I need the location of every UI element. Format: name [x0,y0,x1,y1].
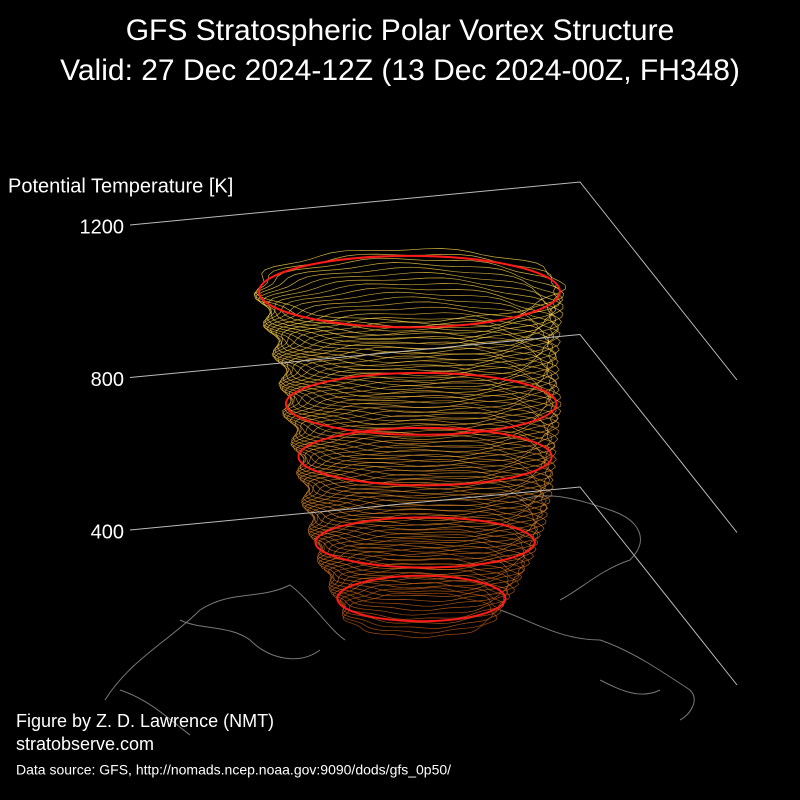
grid-line [129,486,738,686]
vortex-edge [314,516,536,569]
vortex-contour [264,277,564,350]
vortex-contour [274,326,557,394]
vortex-contour [301,474,548,530]
grid-line [129,333,738,533]
vortex-contour [297,449,552,507]
vortex-contour [300,453,554,511]
vortex-contour [290,414,553,476]
credit: stratobserve.com [16,734,154,754]
vortex-contour [301,469,551,526]
chart-title: GFS Stratospheric Polar Vortex Structure [126,14,675,47]
vortex-edge [284,371,558,436]
vortex-contour [281,360,560,426]
vortex-contour [317,523,537,575]
chart-subtitle: Valid: 27 Dec 2024-12Z (13 Dec 2024-00Z,… [60,54,740,87]
vortex-contour [278,351,555,418]
vortex-contour [266,296,559,367]
credit: Figure by Z. D. Lawrence (NMT) [16,711,274,731]
vortex-contour [308,508,538,562]
vortex-contour [285,389,559,453]
vortex-contour [292,419,555,480]
vortex-contour [257,266,564,340]
z-tick-label: 1200 [80,216,125,238]
credit: Data source: GFS, http://nomads.ncep.noa… [16,762,451,778]
vortex-contour [328,557,519,607]
z-tick-label: 800 [91,369,124,391]
vortex-contour [274,306,561,377]
vortex-contour [341,587,501,634]
vortex-edge [336,574,507,623]
vortex-contour [270,301,561,372]
vortex-contour [255,262,561,336]
vortex-contour [295,444,551,503]
vortex-surface [253,248,566,639]
vortex-contour [317,537,525,589]
vortex-contour [339,582,505,629]
vortex-contour [328,552,522,602]
vortex-contour [316,533,530,585]
vortex-contour [263,291,557,363]
vortex-contour [283,385,557,449]
grid-line [129,181,738,381]
vortex-contour [324,547,525,597]
z-tick-label: 400 [91,521,124,543]
z-axis-label: Potential Temperature [K] [8,175,233,197]
vortex-contour [253,253,565,328]
vortex-contour [336,577,507,624]
vortex-contour [292,400,560,463]
vortex-edge [297,426,553,487]
vortex-contour [307,499,545,553]
vortex-contour [320,542,526,593]
vortex-contour [280,341,559,409]
vortex-contour [302,464,553,521]
vortex-edge [258,254,561,329]
coastlines [104,495,695,736]
vortex-contour [284,365,561,431]
vortex-contour [333,572,509,620]
vortex-contour [303,459,554,516]
vortex-contour [310,513,539,566]
